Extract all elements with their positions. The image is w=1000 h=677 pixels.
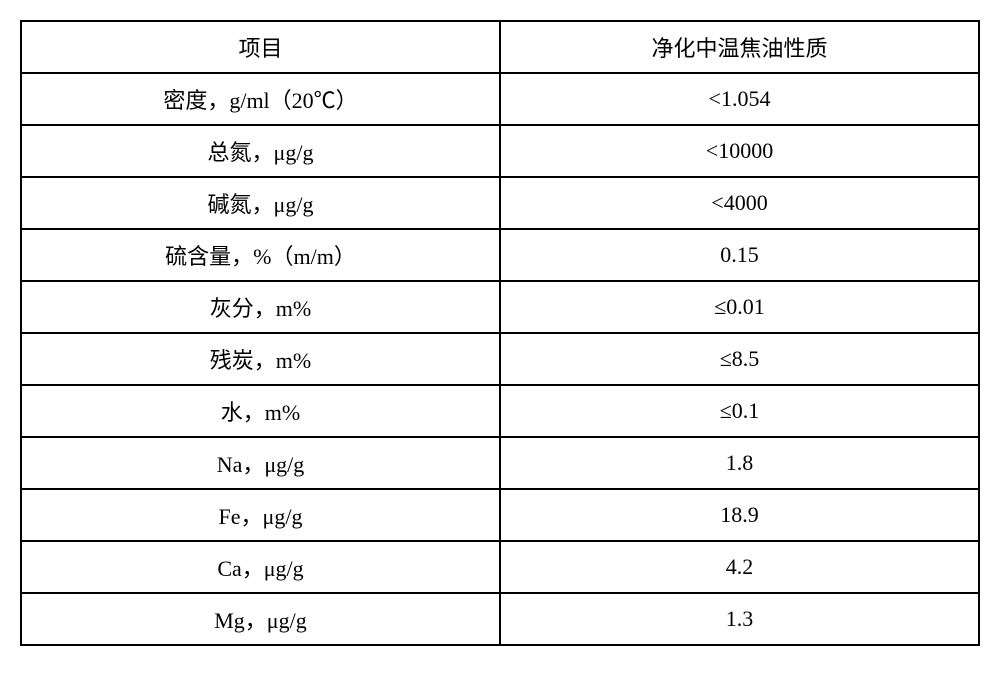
properties-table: 项目 净化中温焦油性质 密度，g/ml（20℃） <1.054 总氮，μg/g …	[20, 20, 980, 646]
cell-value: 18.9	[500, 489, 979, 541]
table-row: 水，m% ≤0.1	[21, 385, 979, 437]
table-row: Na，μg/g 1.8	[21, 437, 979, 489]
cell-item: 碱氮，μg/g	[21, 177, 500, 229]
cell-item: 硫含量，%（m/m）	[21, 229, 500, 281]
table-row: 密度，g/ml（20℃） <1.054	[21, 73, 979, 125]
cell-value: 1.3	[500, 593, 979, 645]
header-value: 净化中温焦油性质	[500, 21, 979, 73]
cell-value: ≤0.01	[500, 281, 979, 333]
table-row: Mg，μg/g 1.3	[21, 593, 979, 645]
table-row: 灰分，m% ≤0.01	[21, 281, 979, 333]
table-row: Ca，μg/g 4.2	[21, 541, 979, 593]
cell-item: 灰分，m%	[21, 281, 500, 333]
table-row: 总氮，μg/g <10000	[21, 125, 979, 177]
cell-value: ≤8.5	[500, 333, 979, 385]
table-row: 硫含量，%（m/m） 0.15	[21, 229, 979, 281]
table-header-row: 项目 净化中温焦油性质	[21, 21, 979, 73]
cell-value: <4000	[500, 177, 979, 229]
table-row: 残炭，m% ≤8.5	[21, 333, 979, 385]
cell-item: 水，m%	[21, 385, 500, 437]
cell-item: 总氮，μg/g	[21, 125, 500, 177]
table-row: Fe，μg/g 18.9	[21, 489, 979, 541]
cell-item: Ca，μg/g	[21, 541, 500, 593]
table-row: 碱氮，μg/g <4000	[21, 177, 979, 229]
cell-item: Na，μg/g	[21, 437, 500, 489]
header-item: 项目	[21, 21, 500, 73]
cell-value: <1.054	[500, 73, 979, 125]
cell-item: Fe，μg/g	[21, 489, 500, 541]
cell-item: Mg，μg/g	[21, 593, 500, 645]
cell-value: <10000	[500, 125, 979, 177]
cell-value: ≤0.1	[500, 385, 979, 437]
properties-table-container: 项目 净化中温焦油性质 密度，g/ml（20℃） <1.054 总氮，μg/g …	[20, 20, 980, 646]
cell-value: 0.15	[500, 229, 979, 281]
cell-value: 4.2	[500, 541, 979, 593]
cell-item: 残炭，m%	[21, 333, 500, 385]
cell-item: 密度，g/ml（20℃）	[21, 73, 500, 125]
cell-value: 1.8	[500, 437, 979, 489]
